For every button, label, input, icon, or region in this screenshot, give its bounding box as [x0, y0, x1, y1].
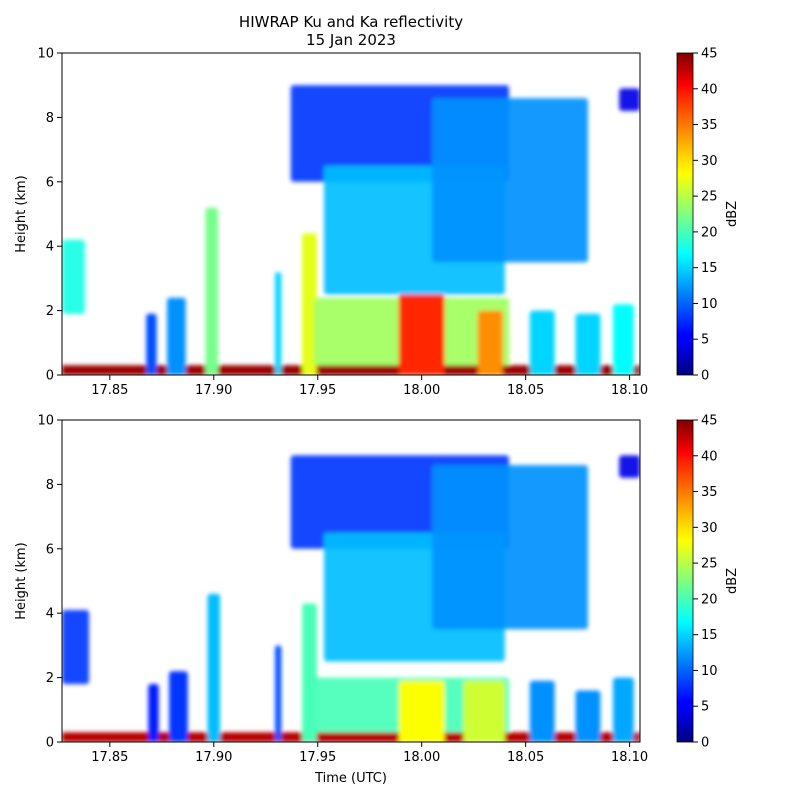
x-tick-label: 18.10 [611, 383, 648, 398]
y-tick-label: 4 [46, 240, 54, 255]
echo-column-3 [169, 671, 188, 742]
echo-cloud-9 [432, 98, 588, 263]
x-tick-label: 17.90 [195, 750, 232, 765]
colorbar-tick-label: 20 [701, 225, 718, 240]
x-axis-label-bottom: Time (UTC) [314, 771, 387, 786]
x-tick-label: 17.85 [91, 383, 128, 398]
colorbar-label-bottom: dBZ [725, 568, 740, 594]
y-axis-label-bottom: Height (km) [14, 542, 29, 619]
colorbar-tick-label: 10 [701, 664, 718, 679]
colorbar-tick-label: 35 [701, 485, 718, 500]
echo-column-6 [302, 603, 317, 742]
echo-column-14 [575, 313, 601, 375]
echo-column-5 [275, 645, 282, 742]
colorbar-tick-label: 5 [701, 700, 709, 715]
x-tick-label: 18.00 [403, 750, 440, 765]
echo-column-14 [575, 690, 601, 742]
colorbar-tick-label: 40 [701, 82, 718, 97]
colorbar-top [676, 52, 694, 376]
colorbar-tick-label: 15 [701, 261, 718, 276]
echo-column-15 [613, 304, 634, 375]
echo-cloud-16 [619, 88, 640, 111]
echo-surface-0 [62, 732, 640, 742]
y-axis-label-top: Height (km) [14, 175, 29, 252]
echo-column-13 [529, 310, 555, 375]
echo-column-3 [167, 297, 186, 375]
y-tick-label: 0 [46, 369, 54, 384]
echo-column-2 [148, 684, 159, 742]
y-tick-label: 10 [37, 414, 54, 429]
x-axis-top: 17.85 17.90 17.95 18.00 18.05 18.10 [91, 375, 648, 398]
colorbar-tick-label: 35 [701, 118, 718, 133]
colorbar-tick-label: 45 [701, 47, 718, 62]
panel-top: 17.85 17.90 17.95 18.00 18.05 18.10 0 2 4 6 8 10 H… [14, 47, 740, 399]
echo-column-12 [477, 310, 503, 375]
x-tick-label: 17.95 [299, 750, 336, 765]
colorbar-label-top: dBZ [725, 201, 740, 227]
y-axis-bottom: 0 2 4 6 8 10 [37, 414, 62, 751]
x-tick-label: 17.90 [195, 383, 232, 398]
x-tick-label: 17.85 [91, 750, 128, 765]
colorbar-tick-label: 25 [701, 190, 718, 205]
echo-column-4 [207, 593, 220, 742]
y-tick-label: 8 [46, 478, 54, 493]
colorbar-bottom [676, 419, 694, 743]
x-tick-label: 17.95 [299, 383, 336, 398]
figure-title-line2: 15 Jan 2023 [306, 31, 396, 49]
x-axis-bottom: 17.85 17.90 17.95 18.00 18.05 18.10 [91, 742, 648, 765]
echo-column-15 [613, 677, 634, 742]
echo-cloud-9 [432, 465, 588, 630]
colorbar-ticks-top: 0 5 10 15 20 25 30 35 40 45 [693, 47, 718, 384]
x-tick-label: 18.05 [507, 750, 544, 765]
x-tick-label: 18.10 [611, 750, 648, 765]
echo-cloud-16 [619, 455, 640, 478]
x-tick-label: 18.00 [403, 383, 440, 398]
echo-column-12 [463, 680, 505, 742]
y-axis-top: 0 2 4 6 8 10 [37, 47, 62, 384]
echo-cloud-1 [62, 239, 85, 314]
axes-frame-bottom [61, 419, 641, 743]
colorbar-tick-label: 0 [701, 736, 709, 751]
colorbar-ticks-bottom: 0 5 10 15 20 25 30 35 40 45 [693, 414, 718, 751]
colorbar-tick-label: 25 [701, 557, 718, 572]
y-tick-label: 2 [46, 671, 54, 686]
y-tick-label: 4 [46, 607, 54, 622]
axes-frame-top [61, 52, 641, 376]
echo-column-11 [398, 294, 445, 375]
y-tick-label: 6 [46, 175, 54, 190]
colorbar-tick-label: 20 [701, 592, 718, 607]
colorbar-tick-label: 5 [701, 333, 709, 348]
echo-cloud-1 [62, 610, 89, 685]
echo-column-2 [146, 313, 157, 375]
figure-title-line1: HIWRAP Ku and Ka reflectivity [239, 13, 463, 31]
echo-column-11 [398, 680, 445, 742]
y-tick-label: 10 [37, 47, 54, 62]
y-tick-label: 8 [46, 111, 54, 126]
y-tick-label: 0 [46, 736, 54, 751]
colorbar-tick-label: 40 [701, 449, 718, 464]
echo-column-6 [302, 233, 317, 375]
colorbar-tick-label: 15 [701, 628, 718, 643]
echo-surface-0 [62, 365, 640, 375]
echo-column-13 [529, 680, 555, 742]
x-tick-label: 18.05 [507, 383, 544, 398]
colorbar-tick-label: 30 [701, 521, 718, 536]
colorbar-tick-label: 30 [701, 154, 718, 169]
y-tick-label: 6 [46, 542, 54, 557]
colorbar-tick-label: 10 [701, 297, 718, 312]
radar-echoes-bottom [62, 455, 640, 742]
echo-column-5 [275, 272, 282, 375]
colorbar-tick-label: 0 [701, 369, 709, 384]
radar-echoes-top [62, 85, 640, 375]
echo-column-4 [205, 207, 218, 375]
y-tick-label: 2 [46, 304, 54, 319]
colorbar-tick-label: 45 [701, 414, 718, 429]
panel-bottom: 17.85 17.90 17.95 18.00 18.05 18.10 0 2 4 6 8 10 H… [14, 414, 740, 787]
